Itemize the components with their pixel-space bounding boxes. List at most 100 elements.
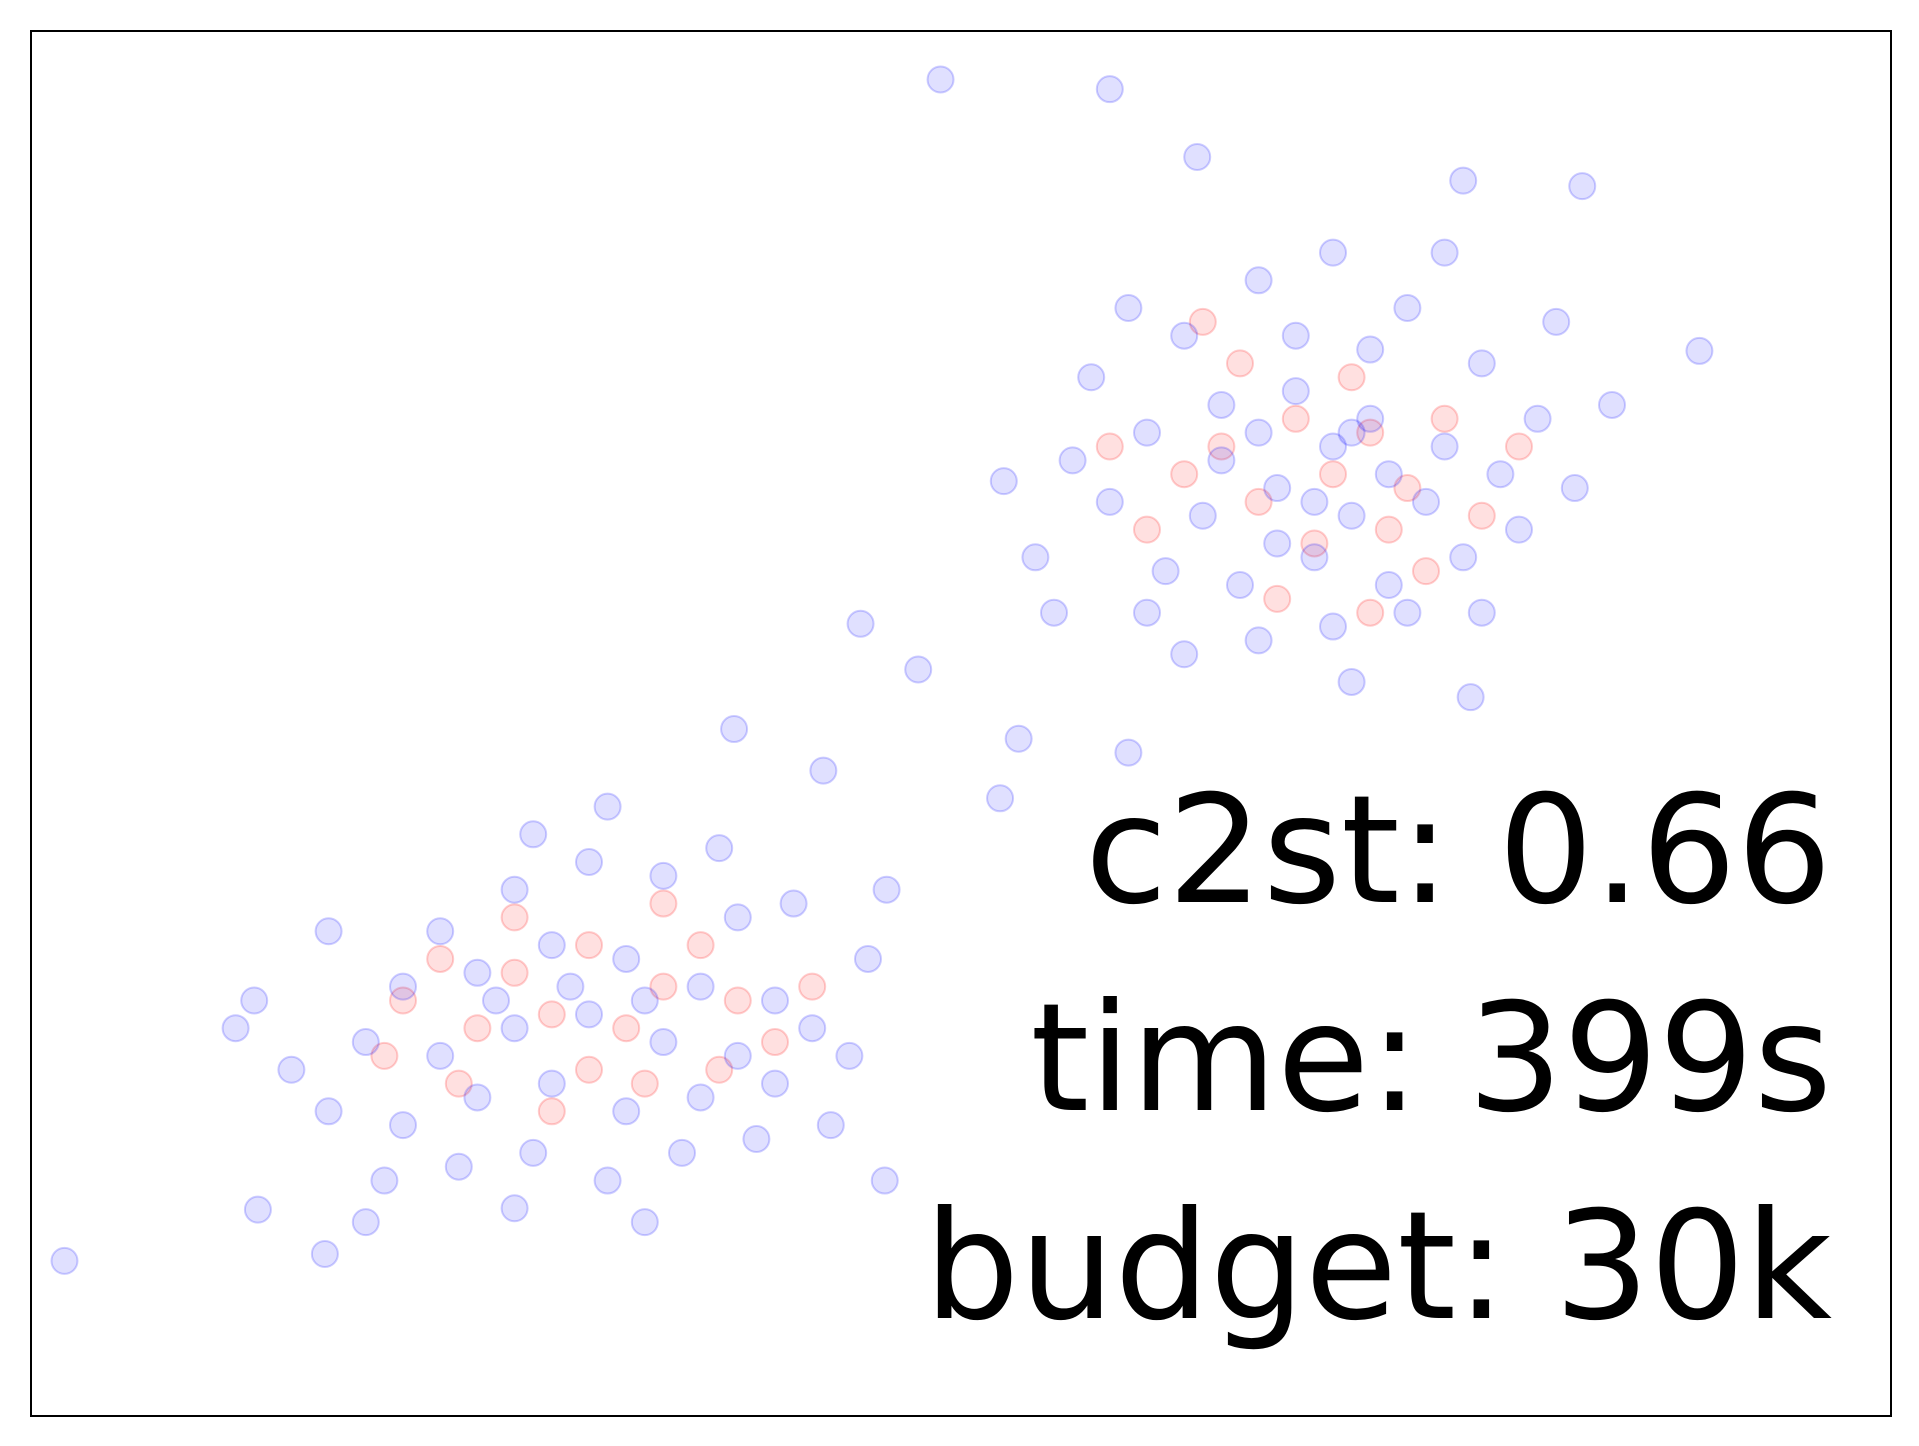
point [556,972,585,1001]
point [575,1055,603,1084]
point [1523,404,1552,433]
point [1337,418,1366,447]
point [1207,446,1236,475]
point [575,1000,603,1029]
point [1040,598,1068,627]
point [630,1069,659,1098]
point [1430,238,1459,267]
point [1598,390,1626,419]
point [444,1069,473,1098]
point [500,1014,529,1043]
point [612,1014,641,1043]
point [1356,418,1385,447]
point [1449,166,1478,195]
point [593,792,622,821]
point [612,944,641,973]
point [1374,571,1403,599]
point [500,1194,529,1223]
point [761,986,789,1015]
point [649,1028,678,1057]
point [798,972,827,1001]
point [1356,335,1385,364]
point [500,903,529,932]
point [1281,321,1310,350]
point [649,861,678,890]
point [761,1028,789,1057]
point [1685,336,1714,365]
point [686,972,715,1001]
point [463,958,492,987]
point [1244,487,1273,516]
point [1114,738,1143,767]
point [426,1041,455,1070]
point [1560,474,1589,503]
point [723,1041,752,1070]
point [986,784,1015,813]
point [816,1111,845,1140]
point [630,1208,659,1237]
point [1430,432,1459,461]
point [537,931,566,960]
point [1412,557,1440,586]
point [1170,640,1199,669]
point [742,1125,771,1153]
point [370,1041,399,1070]
point [1077,363,1106,392]
point [1244,266,1273,295]
point [1207,390,1236,419]
point [1114,294,1143,322]
point [1263,529,1292,558]
point [1430,404,1459,433]
point [1337,667,1366,696]
point [1467,349,1496,378]
point [1412,487,1440,516]
point [1281,377,1310,406]
point [537,1069,566,1098]
annotation: time: 399s [1030,972,1832,1146]
point [1393,474,1422,503]
point [723,903,752,932]
point [389,1111,417,1140]
annotation: c2st: 0.66 [1085,764,1832,938]
point [1356,598,1385,627]
point [1133,515,1161,544]
point [1319,238,1347,267]
point [277,1055,306,1084]
point [370,1166,399,1195]
point [50,1246,79,1275]
point [686,931,715,960]
point [1393,294,1422,322]
point [668,1138,696,1167]
point [1133,598,1161,627]
point [1170,460,1199,489]
point [1505,515,1533,544]
point [243,1195,272,1224]
point [1374,515,1403,544]
point [426,944,455,973]
point [686,1083,715,1112]
point [1021,543,1050,572]
point [1449,543,1478,572]
point [1505,432,1533,461]
plot-frame [30,30,1892,1417]
point [1188,501,1217,530]
point [500,875,529,904]
point [221,1014,250,1043]
point [761,1069,789,1098]
point [720,715,749,744]
point [649,972,678,1001]
point [1486,460,1515,489]
point [500,958,529,987]
point [1337,501,1366,530]
point [926,65,955,94]
point [1151,557,1180,586]
point [809,756,838,785]
point [1337,363,1366,392]
point [1393,598,1422,627]
point [1467,501,1496,530]
point [1183,143,1212,172]
point [1568,172,1597,201]
point [872,875,901,904]
point [1263,584,1292,613]
point [798,1014,827,1043]
